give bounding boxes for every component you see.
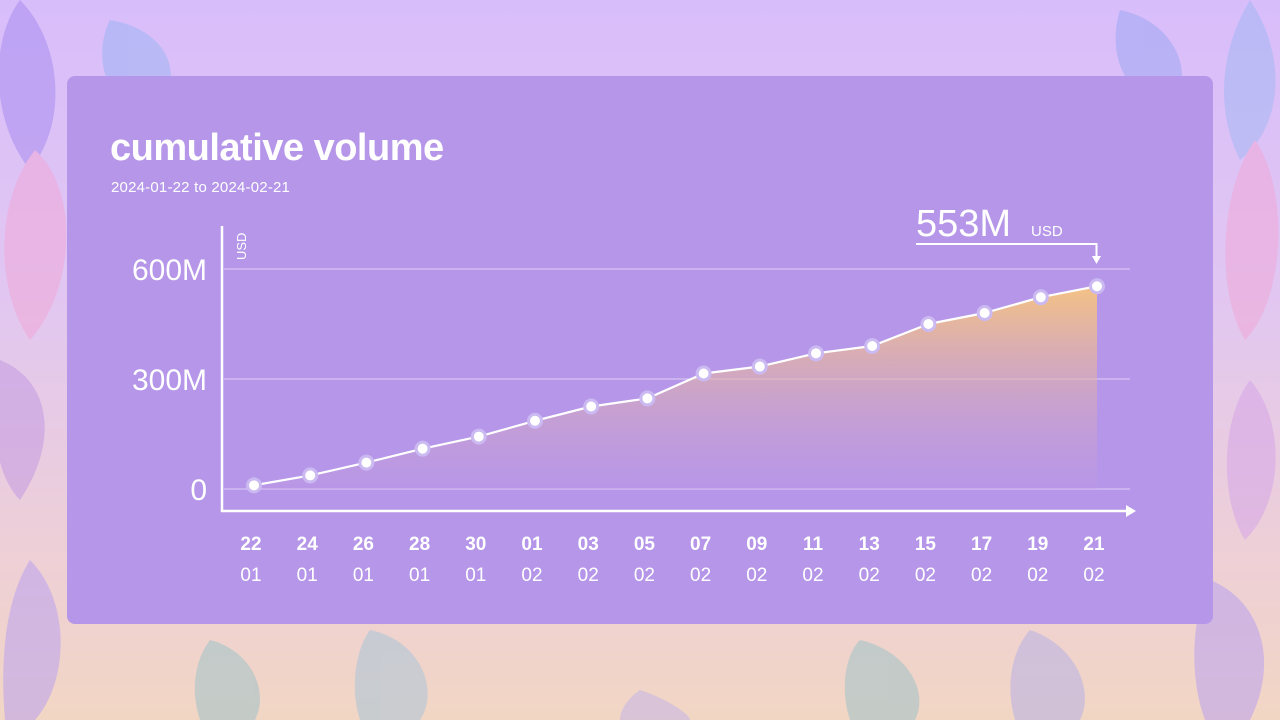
data-point [920, 316, 937, 332]
leaf-decoration [1226, 380, 1276, 540]
leaf-decoration [0, 0, 56, 170]
data-point [751, 358, 768, 375]
data-point [639, 390, 656, 407]
data-point [302, 467, 319, 484]
leaf-decoration [354, 630, 428, 720]
area-fill [254, 286, 1097, 489]
leaf-decoration [3, 560, 61, 720]
x-tick-day-label: 24 [297, 534, 319, 555]
x-tick-month-label: 02 [578, 565, 599, 586]
data-point [864, 338, 881, 354]
x-tick-day-label: 07 [690, 534, 711, 555]
x-tick-month-label: 02 [971, 565, 992, 586]
leaf-decoration [1223, 0, 1276, 160]
x-tick-month-label: 02 [746, 565, 767, 586]
data-point [246, 477, 262, 494]
x-tick-month-label: 01 [297, 565, 318, 586]
data-point [470, 428, 487, 445]
x-tick-month-label: 01 [240, 565, 261, 586]
x-tick-day-label: 13 [859, 534, 880, 555]
callout-connector [916, 243, 1098, 258]
data-point [808, 345, 824, 362]
data-point [527, 412, 543, 429]
x-tick-month-label: 01 [465, 565, 486, 586]
x-tick-month-label: 02 [915, 565, 936, 586]
x-tick-day-label: 15 [915, 534, 937, 555]
x-tick-day-label: 03 [578, 534, 599, 555]
x-tick-day-label: 22 [240, 534, 261, 555]
x-tick-month-label: 02 [1027, 565, 1048, 586]
x-tick-month-label: 02 [802, 565, 823, 586]
callout-arrow-icon [1092, 256, 1101, 264]
leaf-decoration [1010, 630, 1085, 720]
x-tick-day-label: 05 [634, 534, 656, 555]
x-tick-day-label: 30 [465, 534, 486, 555]
x-tick-day-label: 19 [1027, 534, 1048, 555]
x-tick-month-label: 01 [409, 565, 430, 586]
data-point [1032, 289, 1049, 306]
y-axis-unit-label: USD [234, 233, 249, 260]
leaf-decoration [1225, 140, 1279, 340]
latest-value-callout: 553M USD [916, 203, 1101, 264]
y-tick-label: 600M [132, 254, 207, 287]
callout-unit: USD [1031, 223, 1063, 240]
x-tick-day-label: 11 [803, 534, 824, 555]
chart-title: cumulative volume [110, 127, 444, 169]
data-point [358, 454, 375, 471]
x-tick-month-label: 02 [859, 565, 880, 586]
series-line [253, 285, 1098, 487]
leaf-decoration [0, 360, 45, 500]
x-tick-day-label: 09 [746, 534, 767, 555]
x-tick-month-label: 02 [1083, 565, 1104, 586]
data-point [414, 440, 431, 457]
x-tick-month-label: 02 [521, 565, 542, 586]
x-axis-arrow-icon [1126, 505, 1136, 517]
data-point [583, 398, 600, 415]
x-tick-month-label: 02 [690, 565, 711, 586]
x-tick-month-label: 01 [353, 565, 374, 586]
x-tick-day-label: 01 [521, 534, 543, 555]
data-point [695, 365, 712, 382]
data-point [1089, 278, 1105, 295]
x-tick-day-label: 21 [1083, 534, 1105, 555]
leaf-decoration [4, 150, 67, 340]
leaf-decoration [620, 690, 690, 720]
data-point [976, 305, 993, 321]
callout-value: 553M [916, 203, 1011, 245]
x-tick-day-label: 26 [353, 534, 374, 555]
leaf-decoration [194, 640, 260, 720]
x-tick-day-label: 17 [971, 534, 992, 555]
leaf-decoration [844, 640, 920, 720]
x-tick-month-label: 02 [634, 565, 655, 586]
y-tick-label: 300M [132, 364, 207, 397]
y-tick-label: 0 [190, 474, 207, 507]
x-tick-day-label: 28 [409, 534, 430, 555]
date-range-subtitle: 2024-01-22 to 2024-02-21 [111, 179, 291, 196]
